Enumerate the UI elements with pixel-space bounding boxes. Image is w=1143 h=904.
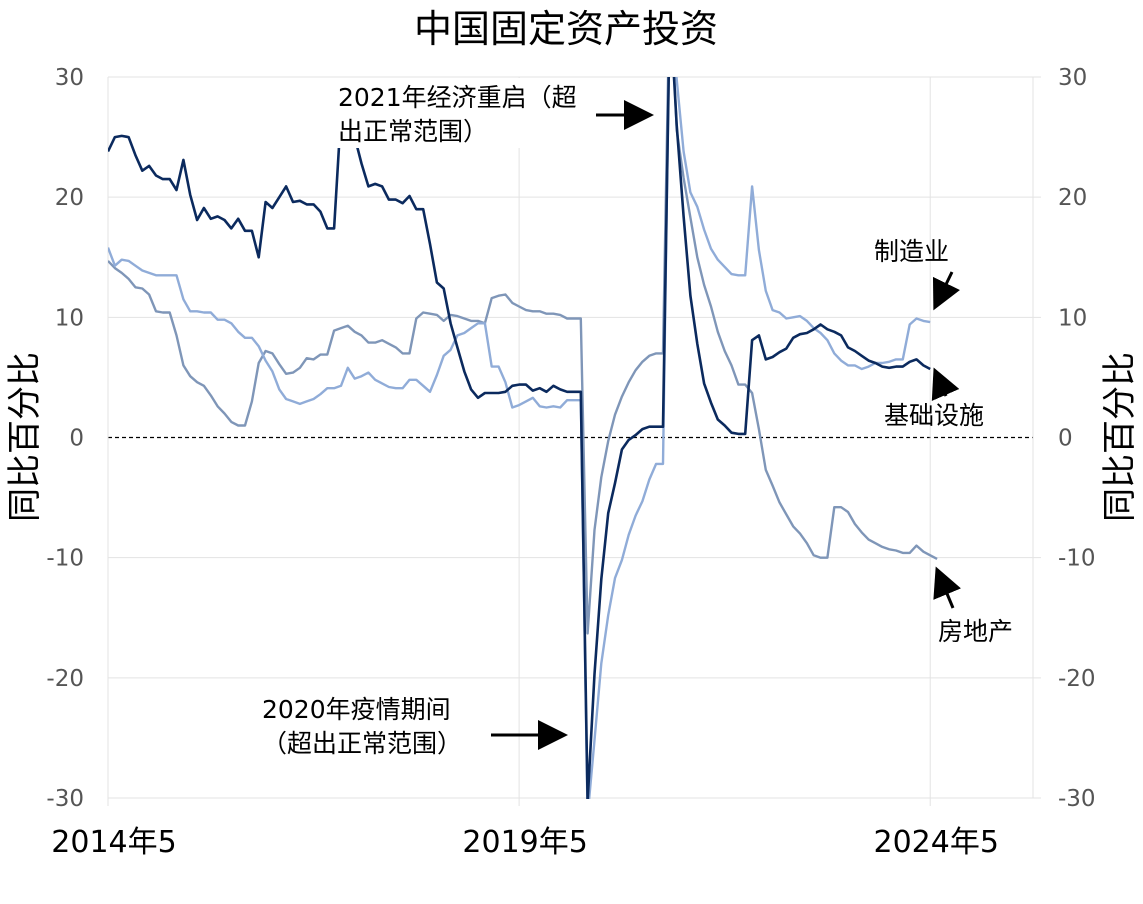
y-tick-right: 30 bbox=[1058, 65, 1087, 91]
y-axis-right: 30 20 10 0 -10 -20 -30 bbox=[1058, 65, 1096, 812]
x-axis: 2014年5 2019年5 2024年5 bbox=[51, 825, 999, 860]
y-tick-left: -20 bbox=[46, 666, 84, 692]
y-tick-left: 0 bbox=[69, 426, 84, 452]
y-tick-left: 20 bbox=[55, 185, 84, 211]
y-tick-right: -10 bbox=[1058, 546, 1096, 572]
annotation-pandemic-line1: 2020年疫情期间 bbox=[262, 695, 451, 724]
annotation-reopening-line2: 出正常范围） bbox=[338, 117, 488, 146]
series-line-real-estate bbox=[108, 77, 938, 635]
annotation-pandemic: 2020年疫情期间 （超出正常范围） bbox=[262, 695, 568, 758]
label-real-estate-arrow bbox=[933, 566, 962, 609]
x-tick-label: 2024年5 bbox=[874, 825, 999, 860]
label-manufacturing-text: 制造业 bbox=[874, 237, 949, 266]
series-line-manufacturing bbox=[108, 77, 931, 799]
y-axis-left: 30 20 10 0 -10 -20 -30 bbox=[46, 65, 84, 812]
y-tick-left: 30 bbox=[55, 65, 84, 91]
series-lines bbox=[108, 77, 938, 799]
y-tick-right: 20 bbox=[1058, 185, 1087, 211]
chart-title: 中国固定资产投资 bbox=[414, 7, 718, 51]
y-tick-right: 0 bbox=[1058, 426, 1073, 452]
grid-lines bbox=[107, 76, 1041, 806]
y-axis-label-right: 同比百分比 bbox=[1100, 352, 1140, 522]
label-real-estate-text: 房地产 bbox=[938, 617, 1013, 646]
label-infrastructure-arrow bbox=[931, 367, 960, 401]
x-tick-label: 2019年5 bbox=[462, 825, 587, 860]
label-manufacturing-arrow bbox=[932, 271, 960, 311]
y-tick-right: -30 bbox=[1058, 786, 1096, 812]
label-infrastructure-text: 基础设施 bbox=[884, 401, 984, 430]
y-tick-left: 10 bbox=[55, 305, 84, 331]
annotation-reopening-line1: 2021年经济重启（超 bbox=[338, 83, 577, 112]
annotation-pandemic-line2: （超出正常范围） bbox=[262, 729, 462, 758]
label-infrastructure: 基础设施 bbox=[884, 367, 984, 430]
y-tick-right: 10 bbox=[1058, 305, 1087, 331]
x-tick-label: 2014年5 bbox=[51, 825, 176, 860]
y-tick-left: -30 bbox=[46, 786, 84, 812]
label-real-estate: 房地产 bbox=[933, 566, 1013, 646]
y-tick-right: -20 bbox=[1058, 666, 1096, 692]
y-tick-left: -10 bbox=[46, 546, 84, 572]
annotation-reopening: 2021年经济重启（超 出正常范围） bbox=[334, 78, 654, 148]
series-line-infrastructure bbox=[108, 77, 931, 799]
label-manufacturing: 制造业 bbox=[874, 237, 960, 311]
y-axis-label-left: 同比百分比 bbox=[5, 352, 45, 522]
